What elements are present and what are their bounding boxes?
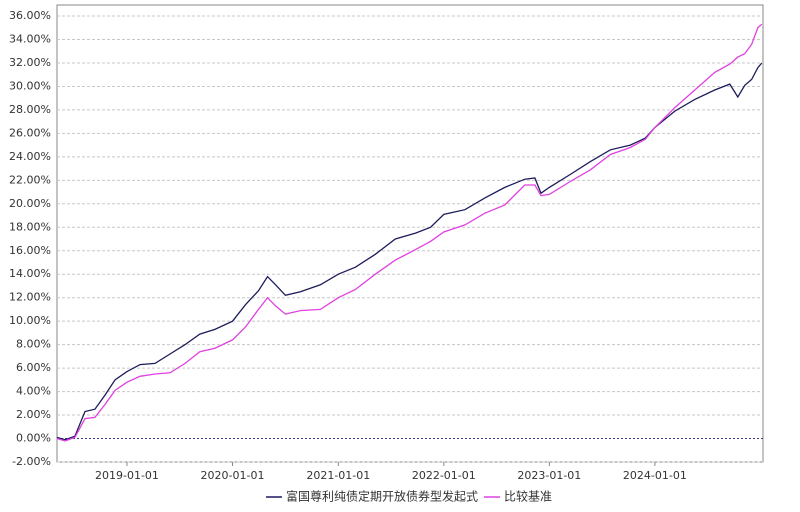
y-tick-label: 12.00% (9, 291, 51, 304)
y-tick-label: 20.00% (9, 197, 51, 210)
y-tick-label: 4.00% (16, 385, 51, 398)
x-tick-label: 2020-01-01 (201, 469, 265, 482)
plot-frame (56, 4, 764, 463)
legend-label: 比较基准 (504, 489, 552, 504)
y-tick-label: 2.00% (16, 408, 51, 421)
x-tick-label: 2023-01-01 (517, 469, 581, 482)
y-tick-label: 36.00% (9, 9, 51, 22)
y-tick-label: 32.00% (9, 56, 51, 69)
y-tick-label: 8.00% (16, 338, 51, 351)
y-tick-label: 18.00% (9, 220, 51, 233)
x-tick-label: 2024-01-01 (623, 469, 687, 482)
y-tick-label: 28.00% (9, 103, 51, 116)
y-tick-label: 0.00% (16, 432, 51, 445)
y-tick-label: 34.00% (9, 33, 51, 46)
x-tick-label: 2019-01-01 (95, 469, 159, 482)
legend-label: 富国尊利纯债定期开放债券型发起式 (286, 489, 478, 504)
x-tick-label: 2022-01-01 (412, 469, 476, 482)
y-tick-label: 14.00% (9, 267, 51, 280)
y-tick-label: 26.00% (9, 126, 51, 139)
y-tick-label: 10.00% (9, 314, 51, 327)
x-tick-label: 2021-01-01 (306, 469, 370, 482)
y-tick-label: 22.00% (9, 173, 51, 186)
y-tick-label: -2.00% (12, 455, 51, 468)
series-line (56, 23, 763, 442)
y-tick-label: 16.00% (9, 244, 51, 257)
series-line (56, 62, 763, 441)
y-tick-label: 24.00% (9, 150, 51, 163)
y-tick-label: 6.00% (16, 361, 51, 374)
y-tick-label: 30.00% (9, 79, 51, 92)
